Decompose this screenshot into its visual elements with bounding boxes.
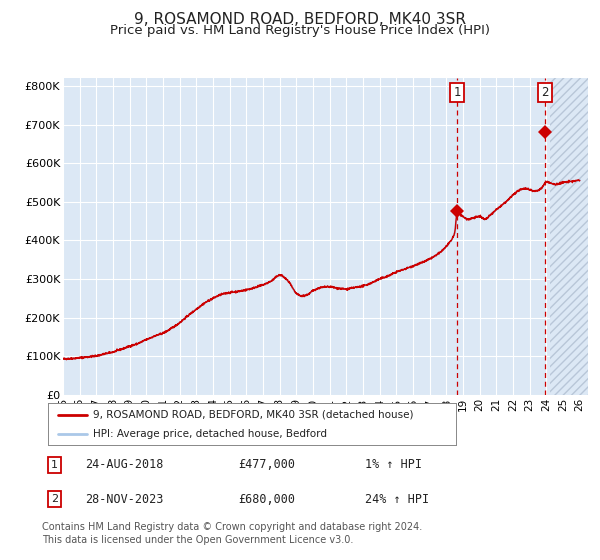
Bar xyxy=(550,78,588,395)
Text: 1% ↑ HPI: 1% ↑ HPI xyxy=(365,459,422,472)
Text: 1: 1 xyxy=(51,460,58,470)
Text: 1: 1 xyxy=(454,86,461,99)
Text: 9, ROSAMOND ROAD, BEDFORD, MK40 3SR: 9, ROSAMOND ROAD, BEDFORD, MK40 3SR xyxy=(134,12,466,27)
Bar xyxy=(550,78,588,395)
Text: 28-NOV-2023: 28-NOV-2023 xyxy=(85,493,163,506)
Text: £477,000: £477,000 xyxy=(238,459,295,472)
Text: £680,000: £680,000 xyxy=(238,493,295,506)
Text: 24% ↑ HPI: 24% ↑ HPI xyxy=(365,493,429,506)
Text: 9, ROSAMOND ROAD, BEDFORD, MK40 3SR (detached house): 9, ROSAMOND ROAD, BEDFORD, MK40 3SR (det… xyxy=(93,409,413,419)
Text: HPI: Average price, detached house, Bedford: HPI: Average price, detached house, Bedf… xyxy=(93,429,327,439)
Text: 2: 2 xyxy=(51,494,58,504)
Text: Contains HM Land Registry data © Crown copyright and database right 2024.
This d: Contains HM Land Registry data © Crown c… xyxy=(42,522,422,545)
Text: 24-AUG-2018: 24-AUG-2018 xyxy=(85,459,163,472)
Text: 2: 2 xyxy=(541,86,548,99)
Text: Price paid vs. HM Land Registry's House Price Index (HPI): Price paid vs. HM Land Registry's House … xyxy=(110,24,490,36)
